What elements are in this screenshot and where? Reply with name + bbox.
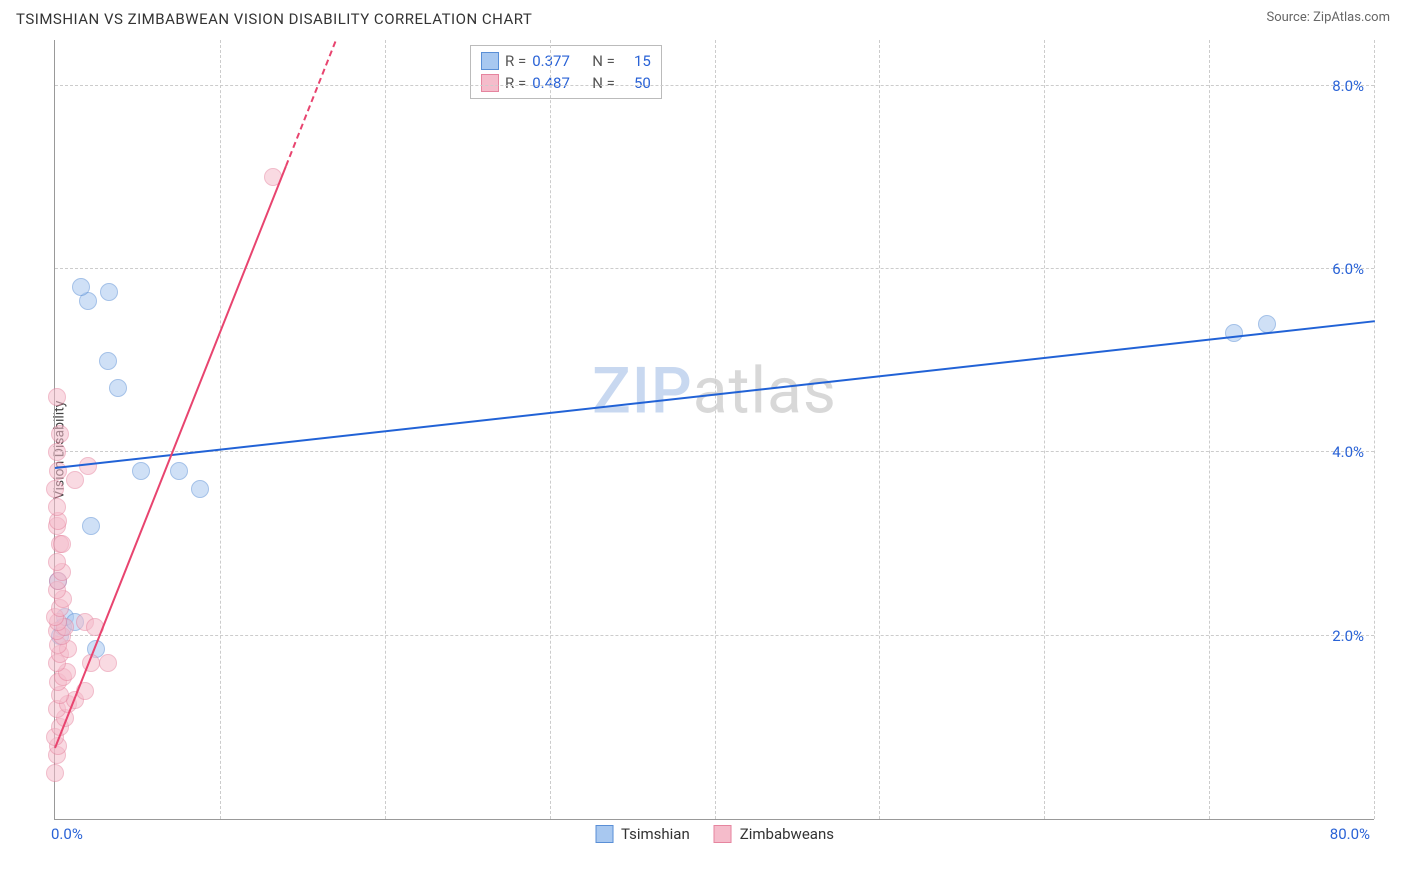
- source-attribution: Source: ZipAtlas.com: [1266, 10, 1390, 25]
- y-tick-label: 6.0%: [1332, 260, 1364, 278]
- legend-label: Tsimshian: [621, 825, 690, 843]
- series-legend: Tsimshian Zimbabweans: [595, 825, 834, 843]
- header: TSIMSHIAN VS ZIMBABWEAN VISION DISABILIT…: [0, 0, 1406, 28]
- r-label: R =: [505, 74, 526, 92]
- legend-item: Tsimshian: [595, 825, 690, 843]
- data-point: [66, 471, 84, 489]
- data-point: [46, 480, 64, 498]
- r-value: 0.377: [532, 52, 586, 70]
- data-point: [46, 764, 64, 782]
- correlation-legend-box: R = 0.377 N = 15 R = 0.487 N = 50: [470, 45, 662, 99]
- x-tick-label: 80.0%: [1330, 825, 1370, 843]
- data-point: [48, 498, 66, 516]
- legend-swatch: [481, 52, 499, 70]
- data-point: [99, 352, 117, 370]
- legend-swatch: [714, 825, 732, 843]
- data-point: [109, 379, 127, 397]
- data-point: [82, 517, 100, 535]
- x-tick-label: 0.0%: [51, 825, 83, 843]
- gridline-vertical: [550, 40, 551, 819]
- r-label: R =: [505, 52, 526, 70]
- data-point: [48, 553, 66, 571]
- gridline-vertical: [1044, 40, 1045, 819]
- gridline-vertical: [1209, 40, 1210, 819]
- data-point: [51, 425, 69, 443]
- data-point: [79, 457, 97, 475]
- y-tick-label: 4.0%: [1332, 443, 1364, 461]
- data-point: [72, 278, 90, 296]
- gridline-vertical: [715, 40, 716, 819]
- source-name: ZipAtlas.com: [1313, 10, 1390, 25]
- data-point: [48, 388, 66, 406]
- legend-item: Zimbabweans: [714, 825, 834, 843]
- chart-title: TSIMSHIAN VS ZIMBABWEAN VISION DISABILIT…: [16, 10, 532, 28]
- source-prefix: Source:: [1266, 10, 1313, 25]
- watermark-part1: ZIP: [592, 353, 693, 428]
- data-point: [49, 462, 67, 480]
- correlation-row: R = 0.377 N = 15: [481, 50, 651, 72]
- n-value: 15: [621, 52, 651, 70]
- y-tick-label: 2.0%: [1332, 627, 1364, 645]
- chart-area: Vision Disability ZIPatlas R =0.377N =15…: [16, 40, 1390, 860]
- data-point: [100, 283, 118, 301]
- gridline-vertical: [220, 40, 221, 819]
- y-tick-label: 8.0%: [1332, 77, 1364, 95]
- data-point: [48, 443, 66, 461]
- data-point: [132, 462, 150, 480]
- n-label: N =: [592, 52, 615, 70]
- data-point: [99, 654, 117, 672]
- r-value: 0.487: [532, 74, 586, 92]
- gridline-vertical: [1374, 40, 1375, 819]
- correlation-row: R = 0.487 N = 50: [481, 72, 651, 94]
- data-point: [1225, 324, 1243, 342]
- data-point: [53, 535, 71, 553]
- n-label: N =: [592, 74, 615, 92]
- data-point: [170, 462, 188, 480]
- legend-label: Zimbabweans: [740, 825, 834, 843]
- chart-container: TSIMSHIAN VS ZIMBABWEAN VISION DISABILIT…: [0, 0, 1406, 892]
- plot-area: ZIPatlas R =0.377N =15R =0.487N =50 Tsim…: [54, 40, 1374, 820]
- legend-swatch: [595, 825, 613, 843]
- legend-swatch: [481, 74, 499, 92]
- data-point: [191, 480, 209, 498]
- trend-line-extrapolated: [285, 41, 336, 166]
- gridline-vertical: [879, 40, 880, 819]
- n-value: 50: [621, 74, 651, 92]
